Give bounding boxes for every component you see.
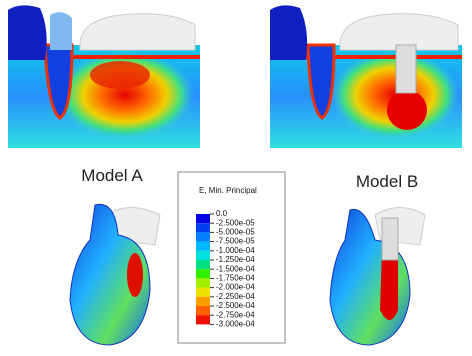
legend-label: -3.000e-04 bbox=[216, 320, 255, 329]
legend-label: -1.750e-04 bbox=[216, 274, 255, 283]
legend-label: -2.250e-04 bbox=[216, 292, 255, 301]
legend-label: -2.750e-04 bbox=[216, 310, 255, 319]
figure: Model A Model B E, Min. Principal 0.0-2.… bbox=[0, 0, 472, 356]
legend-label: -2.500e-05 bbox=[216, 218, 255, 227]
section-model-b bbox=[270, 5, 462, 148]
legend-swatch bbox=[196, 232, 210, 241]
page: Model A Model B E, Min. Principal 0.0-2.… bbox=[0, 0, 472, 356]
legend-swatch bbox=[196, 306, 210, 315]
model-b-label: Model B bbox=[356, 172, 418, 191]
legend: E, Min. Principal 0.0-2.500e-05-5.000e-0… bbox=[178, 172, 285, 343]
legend-swatch bbox=[196, 288, 210, 297]
legend-swatch bbox=[196, 223, 210, 232]
legend-swatch bbox=[196, 242, 210, 251]
section-model-a bbox=[8, 5, 200, 148]
legend-label: -5.000e-05 bbox=[216, 228, 255, 237]
legend-label: -2.000e-04 bbox=[216, 283, 255, 292]
legend-swatch bbox=[196, 214, 210, 223]
legend-swatch bbox=[196, 315, 210, 324]
legend-label: 0.0 bbox=[216, 209, 228, 218]
tooth-model-a bbox=[70, 204, 160, 345]
legend-swatch bbox=[196, 260, 210, 269]
model-a-label: Model A bbox=[81, 166, 143, 185]
tooth-model-b bbox=[330, 208, 425, 346]
legend-swatch bbox=[196, 297, 210, 306]
legend-label: -7.500e-05 bbox=[216, 237, 255, 246]
legend-swatch bbox=[196, 251, 210, 260]
legend-label: -2.500e-04 bbox=[216, 301, 255, 310]
legend-label: -1.250e-04 bbox=[216, 255, 255, 264]
legend-swatch bbox=[196, 269, 210, 278]
legend-label: -1.000e-04 bbox=[216, 246, 255, 255]
legend-label: -1.500e-04 bbox=[216, 264, 255, 273]
legend-title: E, Min. Principal bbox=[199, 186, 257, 195]
legend-swatch bbox=[196, 278, 210, 287]
